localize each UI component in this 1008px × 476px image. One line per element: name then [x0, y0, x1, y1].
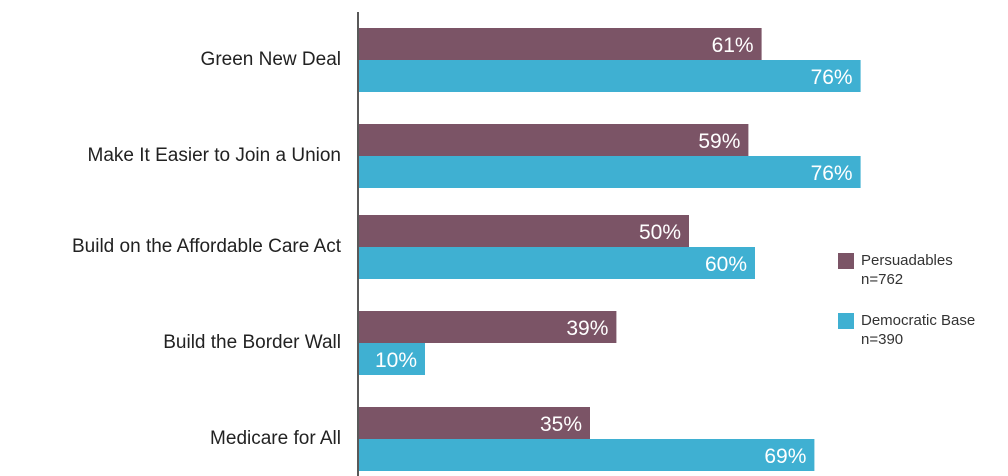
- legend-swatch-persuadables: [838, 253, 854, 269]
- legend-label-democratic-base: Democratic Base: [861, 312, 975, 329]
- category-label-make-it-easier-to-join-a-union: Make It Easier to Join a Union: [88, 145, 341, 166]
- value-label-persuadables-build-the-border-wall: 39%: [566, 317, 608, 340]
- value-label-democratic-base-build-on-the-affordable-care-act: 60%: [705, 253, 747, 276]
- bar-persuadables-make-it-easier-to-join-a-union: [359, 124, 749, 156]
- value-label-democratic-base-green-new-deal: 76%: [811, 66, 853, 89]
- bar-democratic-base-green-new-deal: [359, 60, 861, 92]
- legend-label-persuadables: Persuadables: [861, 252, 953, 269]
- category-label-medicare-for-all: Medicare for All: [210, 428, 341, 449]
- bar-democratic-base-medicare-for-all: [359, 439, 815, 471]
- value-label-persuadables-make-it-easier-to-join-a-union: 59%: [698, 130, 740, 153]
- value-label-democratic-base-build-the-border-wall: 10%: [375, 349, 417, 372]
- bar-democratic-base-build-the-border-wall: [359, 343, 425, 375]
- bar-persuadables-medicare-for-all: [359, 407, 590, 439]
- bars-group: 61% 76% 59% 76% 50% 60% 39% 10% 35% 69%: [359, 28, 861, 471]
- bar-persuadables-build-the-border-wall: [359, 311, 617, 343]
- bar-persuadables-build-on-the-affordable-care-act: [359, 215, 689, 247]
- value-label-persuadables-build-on-the-affordable-care-act: 50%: [639, 221, 681, 244]
- value-label-democratic-base-make-it-easier-to-join-a-union: 76%: [811, 162, 853, 185]
- bar-democratic-base-build-on-the-affordable-care-act: [359, 247, 755, 279]
- legend-note-democratic-base: n=390: [861, 331, 903, 348]
- legend: Persuadables n=762 Democratic Base n=390: [838, 252, 975, 348]
- category-labels: Green New Deal Make It Easier to Join a U…: [72, 49, 342, 449]
- value-label-democratic-base-medicare-for-all: 69%: [764, 445, 806, 468]
- bar-persuadables-green-new-deal: [359, 28, 762, 60]
- category-label-green-new-deal: Green New Deal: [201, 49, 341, 70]
- category-label-build-the-border-wall: Build the Border Wall: [163, 332, 341, 353]
- bar-democratic-base-make-it-easier-to-join-a-union: [359, 156, 861, 188]
- legend-swatch-democratic-base: [838, 313, 854, 329]
- value-label-persuadables-green-new-deal: 61%: [712, 34, 754, 57]
- category-label-build-on-the-affordable-care-act: Build on the Affordable Care Act: [72, 236, 342, 257]
- value-label-persuadables-medicare-for-all: 35%: [540, 413, 582, 436]
- legend-note-persuadables: n=762: [861, 271, 903, 288]
